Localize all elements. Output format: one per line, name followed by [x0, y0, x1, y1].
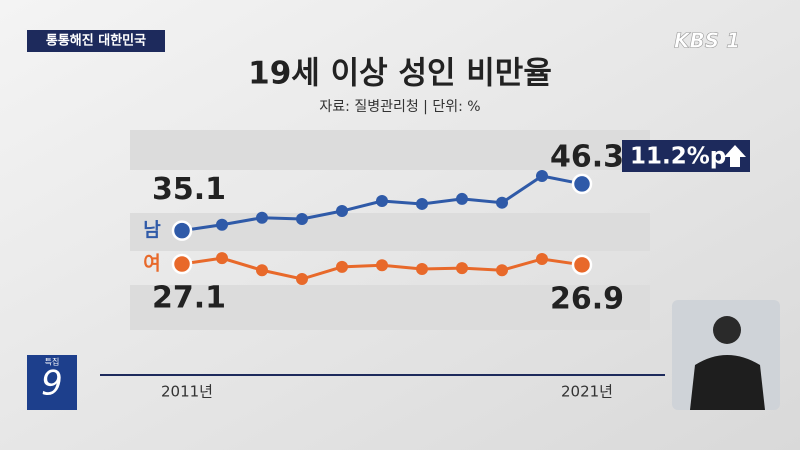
marker	[256, 211, 268, 224]
value-label: 26.9	[550, 281, 624, 316]
marker	[536, 170, 548, 182]
tag-box	[27, 30, 165, 52]
tag: 통통해진 대한민국	[46, 33, 146, 49]
marker	[376, 195, 388, 208]
legend-label: 남	[143, 219, 161, 241]
marker	[296, 212, 308, 225]
marker	[416, 197, 428, 210]
x-tick-label: 2011년	[161, 383, 213, 401]
logo: KBS 1	[674, 29, 740, 53]
badge-big: 9	[41, 364, 63, 404]
legend-label: 여	[143, 252, 160, 274]
chart-title: 19세 이상 성인 비만율	[248, 56, 552, 92]
subtitle: 자료: 질병관리청 | 단위: %	[319, 99, 480, 115]
marker	[456, 262, 468, 275]
marker	[171, 253, 193, 275]
special-badge	[27, 355, 77, 410]
signer-head	[713, 316, 741, 344]
up-arrow	[724, 145, 746, 167]
marker	[376, 259, 388, 272]
marker	[216, 218, 228, 231]
band	[130, 130, 650, 170]
marker	[256, 264, 268, 277]
marker	[416, 262, 428, 275]
marker	[496, 264, 508, 277]
marker	[496, 196, 508, 209]
marker	[336, 260, 348, 273]
marker	[571, 173, 593, 195]
badge-small: 특집	[45, 357, 60, 367]
signer-body	[690, 355, 765, 410]
band	[130, 213, 650, 251]
value-label: 35.1	[152, 172, 226, 207]
marker	[536, 252, 548, 265]
annotation: 11.2%p	[630, 144, 726, 170]
marker	[336, 205, 348, 218]
marker	[216, 252, 228, 265]
marker	[171, 220, 193, 241]
value-label: 46.3	[550, 139, 624, 174]
band	[130, 285, 650, 330]
value-label: 27.1	[152, 280, 226, 315]
x-tick-label: 2021년	[561, 383, 613, 401]
marker	[296, 273, 308, 285]
marker	[571, 254, 593, 276]
marker	[456, 192, 468, 205]
